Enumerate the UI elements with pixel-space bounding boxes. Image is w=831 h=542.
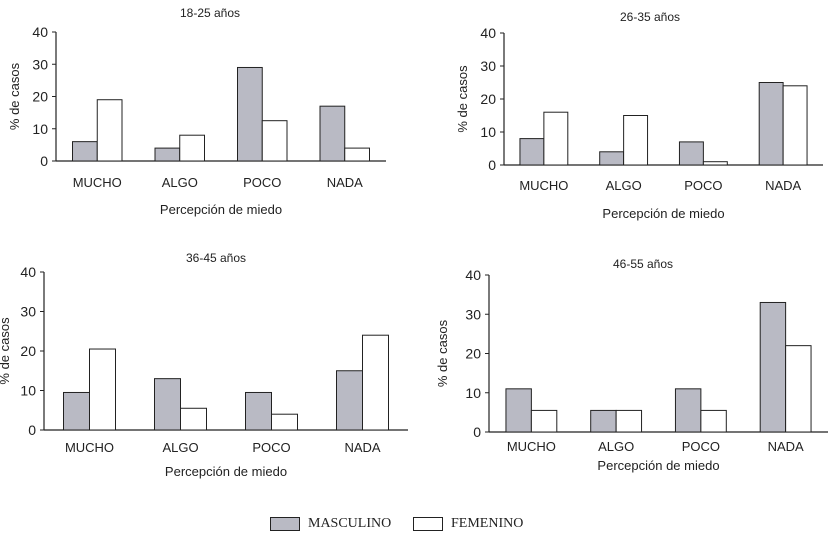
x-axis-label: Percepción de miedo: [160, 202, 282, 217]
y-axis-label: % de casos: [0, 317, 12, 385]
x-tick-label: ALGO: [162, 175, 198, 190]
bar-masculino-nada: [319, 105, 346, 162]
y-tick-label: 10: [465, 385, 481, 401]
chart-title: 18-25 años: [180, 6, 240, 20]
bar-femenino-mucho: [89, 348, 116, 431]
y-axis-label: % de casos: [7, 62, 22, 130]
chart-figure: 18-25 años 0 10 20 30 40 % de casos MUCHO ALGO PO…: [0, 6, 828, 479]
legend-label-masculino: MASCULINO: [308, 516, 392, 531]
bar-masculino-mucho: [63, 391, 90, 431]
bar-femenino-nada: [344, 147, 370, 162]
bar-femenino-nada: [782, 85, 808, 166]
bar-femenino-poco: [271, 413, 298, 431]
bar-femenino-mucho: [543, 111, 569, 166]
chart-title: 46-55 años: [613, 257, 673, 271]
x-axis-label: Percepción de miedo: [597, 458, 719, 473]
legend: MASCULINO FEMENINO: [0, 516, 831, 538]
y-tick-label: 20: [465, 346, 481, 362]
bar-femenino-algo: [623, 115, 649, 166]
y-tick-label: 40: [465, 267, 481, 283]
y-tick-label: 20: [32, 89, 48, 105]
y-tick-label: 30: [480, 58, 496, 74]
y-tick-label: 0: [28, 422, 36, 438]
bar-femenino-poco: [700, 409, 727, 433]
x-tick-label: MUCHO: [73, 175, 122, 190]
bar-masculino-nada: [759, 301, 787, 433]
y-axis-label: % de casos: [435, 319, 450, 387]
y-tick-label: 40: [32, 24, 48, 40]
legend-swatch-femenino: [413, 517, 443, 531]
y-tick-label: 10: [480, 124, 496, 140]
x-tick-label: ALGO: [598, 439, 634, 454]
x-tick-label: POCO: [252, 440, 290, 455]
y-tick-label: 40: [20, 264, 36, 280]
bar-femenino-algo: [179, 134, 205, 162]
chart-26-35: 26-35 años 0 10 20 30 40 % de casos MUCHO ALGO PO…: [455, 10, 823, 221]
x-tick-label: ALGO: [606, 178, 642, 193]
bar-masculino-algo: [154, 378, 181, 431]
x-tick-label: POCO: [684, 178, 722, 193]
x-tick-label: MUCHO: [65, 440, 114, 455]
legend-item-femenino: FEMENINO: [413, 516, 523, 532]
x-axis-label: Percepción de miedo: [602, 206, 724, 221]
x-axis-label: Percepción de miedo: [165, 464, 287, 479]
x-tick-label: NADA: [327, 175, 363, 190]
bar-masculino-nada: [336, 370, 363, 431]
y-tick-label: 20: [20, 343, 36, 359]
bar-masculino-mucho: [505, 388, 532, 433]
chart-title: 36-45 años: [186, 251, 246, 265]
bar-masculino-nada: [758, 82, 784, 166]
bar-femenino-mucho: [530, 409, 558, 433]
bar-femenino-algo: [615, 409, 643, 433]
bar-masculino-poco: [237, 66, 263, 162]
chart-title: 26-35 años: [620, 10, 680, 24]
y-axis-label: % de casos: [455, 65, 470, 133]
bar-masculino-algo: [590, 409, 617, 433]
bar-masculino-algo: [599, 151, 625, 166]
legend-label-femenino: FEMENINO: [451, 516, 524, 531]
legend-item-masculino: MASCULINO: [270, 516, 391, 532]
chart-46-55: 46-55 años 0 10 20 30 40 % de casos MUCHO ALGO PO…: [435, 257, 828, 473]
x-tick-label: POCO: [682, 439, 720, 454]
y-tick-label: 30: [465, 306, 481, 322]
bar-femenino-nada: [362, 334, 389, 431]
chart-36-45: 36-45 años 0 10 20 30 40 % de casos MUCHO ALGO PO…: [0, 251, 408, 479]
y-tick-label: 20: [480, 91, 496, 107]
bar-femenino-poco: [702, 161, 728, 166]
x-tick-label: ALGO: [162, 440, 198, 455]
chart-18-25: 18-25 años 0 10 20 30 40 % de casos MUCHO ALGO PO…: [7, 6, 386, 217]
bar-femenino-algo: [180, 407, 207, 431]
bar-masculino-algo: [154, 147, 181, 162]
y-tick-label: 0: [40, 153, 48, 169]
bar-masculino-mucho: [519, 138, 545, 166]
bar-femenino-nada: [785, 345, 812, 433]
bar-masculino-poco: [245, 391, 272, 431]
bar-femenino-poco: [261, 120, 288, 162]
y-tick-label: 0: [473, 424, 481, 440]
x-tick-label: POCO: [243, 175, 281, 190]
y-tick-label: 10: [20, 383, 36, 399]
bar-femenino-mucho: [96, 99, 123, 162]
x-tick-label: NADA: [765, 178, 801, 193]
bar-masculino-poco: [678, 141, 704, 166]
y-tick-label: 0: [488, 157, 496, 173]
x-tick-label: MUCHO: [507, 439, 556, 454]
x-tick-label: MUCHO: [519, 178, 568, 193]
y-tick-label: 30: [32, 56, 48, 72]
bar-masculino-poco: [674, 388, 702, 433]
y-tick-label: 30: [20, 304, 36, 320]
x-tick-label: NADA: [344, 440, 380, 455]
legend-swatch-masculino: [270, 517, 300, 531]
x-tick-label: NADA: [768, 439, 804, 454]
y-tick-label: 40: [480, 25, 496, 41]
bar-masculino-mucho: [72, 141, 98, 162]
y-tick-label: 10: [32, 121, 48, 137]
